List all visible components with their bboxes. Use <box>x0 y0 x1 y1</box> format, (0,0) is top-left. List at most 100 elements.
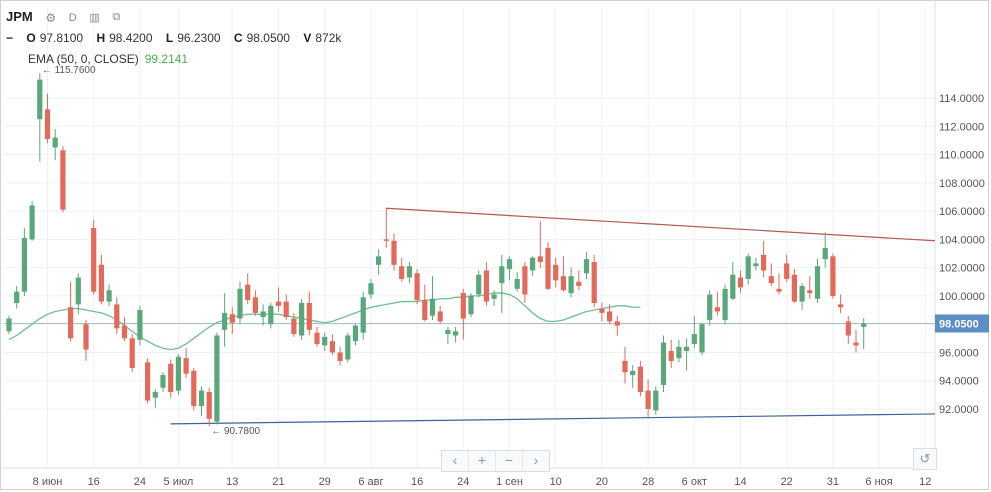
candle-body <box>329 341 335 353</box>
gear-icon[interactable]: ⚙ <box>45 10 57 25</box>
candle-body <box>737 277 744 288</box>
candle-body <box>530 257 536 271</box>
candle-body <box>822 247 828 260</box>
y-tick-label: 104.0000 <box>939 234 985 246</box>
candle-body <box>21 237 27 292</box>
candle-body <box>383 239 389 241</box>
candle-body <box>368 283 374 295</box>
candle-body <box>660 342 667 385</box>
y-tick-label: 96.0000 <box>939 347 979 359</box>
candle-body <box>422 300 428 320</box>
close-value: 98.0500 <box>246 31 290 45</box>
candle-body <box>553 264 559 281</box>
candle-body <box>299 302 305 336</box>
candle-body <box>699 324 705 353</box>
candle-body <box>445 329 451 335</box>
x-tick-label: 6 окт <box>682 476 707 488</box>
scroll-right-button[interactable]: › <box>533 452 539 468</box>
x-tick-label: 31 <box>827 476 839 488</box>
candle-body <box>260 311 266 318</box>
y-tick-label: 92.0000 <box>939 404 979 416</box>
ema-value: 99.2141 <box>144 52 189 66</box>
candle-body <box>245 284 251 301</box>
candle-body <box>314 332 320 344</box>
candle-body <box>352 325 359 342</box>
candle-body <box>252 297 258 313</box>
scroll-left-button[interactable]: ‹ <box>442 451 469 471</box>
candle-body <box>183 358 189 374</box>
candle-body <box>576 281 582 287</box>
candle-body <box>337 352 343 361</box>
candle-body <box>291 318 297 335</box>
candle-body <box>152 392 158 398</box>
candle-body <box>283 301 289 318</box>
candle-body <box>391 240 397 265</box>
low-annotation: ← 90.7800 <box>211 426 260 437</box>
candle-body <box>268 305 274 325</box>
candle-body <box>514 278 520 289</box>
candle-body <box>29 205 35 240</box>
x-tick-label: 24 <box>134 476 146 488</box>
y-tick-label: 108.0000 <box>939 178 985 190</box>
compare-icon[interactable]: ⧉ <box>112 11 121 24</box>
candle-body <box>14 291 20 303</box>
resistance-trendline <box>386 207 936 242</box>
high-value: 98.4200 <box>109 31 153 45</box>
candle-body <box>75 277 81 305</box>
candle-body <box>206 392 212 419</box>
symbol-label[interactable]: JPM <box>6 9 33 24</box>
symbol-bar: JPM ⚙ D ▥ ⧉ <box>6 9 120 25</box>
candle-body <box>322 336 328 346</box>
bars-icon[interactable]: ▥ <box>89 12 100 25</box>
reset-chart-button[interactable]: ↺ <box>913 448 937 470</box>
zoom-out-button[interactable]: − <box>496 451 523 471</box>
x-tick-label: 6 авг <box>358 476 383 488</box>
candle-body <box>52 137 58 148</box>
candle-body <box>414 273 420 301</box>
candle-body <box>583 259 590 274</box>
candle-body <box>784 263 790 279</box>
trendlines: 98.0500 <box>4 207 989 425</box>
candle-body <box>60 150 66 210</box>
ema-legend[interactable]: EMA (50, 0, CLOSE) 99.2141 <box>28 52 188 66</box>
candle-body <box>807 290 813 294</box>
candle-body <box>437 311 443 322</box>
x-tick-label: 20 <box>596 476 608 488</box>
candle-body <box>168 363 174 393</box>
candle-body <box>622 360 628 373</box>
x-tick-label: 10 <box>550 476 562 488</box>
candle-body <box>6 318 12 332</box>
candle-body <box>214 335 220 422</box>
zoom-in-button[interactable]: + <box>469 451 496 471</box>
x-tick-label: 16 <box>411 476 423 488</box>
candle-body <box>714 307 720 312</box>
candle-body <box>44 109 51 139</box>
candle-body <box>645 390 651 409</box>
candle-body <box>753 263 759 267</box>
y-tick-label: 94.0000 <box>939 376 979 388</box>
interval-label[interactable]: D <box>68 11 77 24</box>
candle-body <box>853 342 859 346</box>
candle-body <box>129 338 135 369</box>
candle-body <box>229 314 235 323</box>
candle-body <box>406 266 412 278</box>
candle-body <box>630 370 636 376</box>
candle-body <box>275 301 282 306</box>
time-axis: 8 июн 16 24 5 июл 13 21 29 6 авг 16 24 1 сен 10 20 28… <box>33 476 932 488</box>
grid <box>0 0 936 469</box>
candle-body <box>845 321 851 336</box>
candle-body <box>676 346 682 359</box>
candle-body <box>83 324 89 350</box>
high-label: H <box>96 31 106 45</box>
x-tick-label: 8 июн <box>33 476 63 488</box>
x-tick-label: 14 <box>734 476 746 488</box>
candle-body <box>222 312 228 330</box>
candle-body <box>345 335 351 360</box>
candle-body <box>691 334 697 344</box>
current-price-label: 98.0500 <box>939 318 979 330</box>
candle-body <box>614 321 620 326</box>
candle-body <box>730 274 736 299</box>
minus-icon[interactable]: − <box>6 31 14 45</box>
candle-body <box>399 266 405 279</box>
